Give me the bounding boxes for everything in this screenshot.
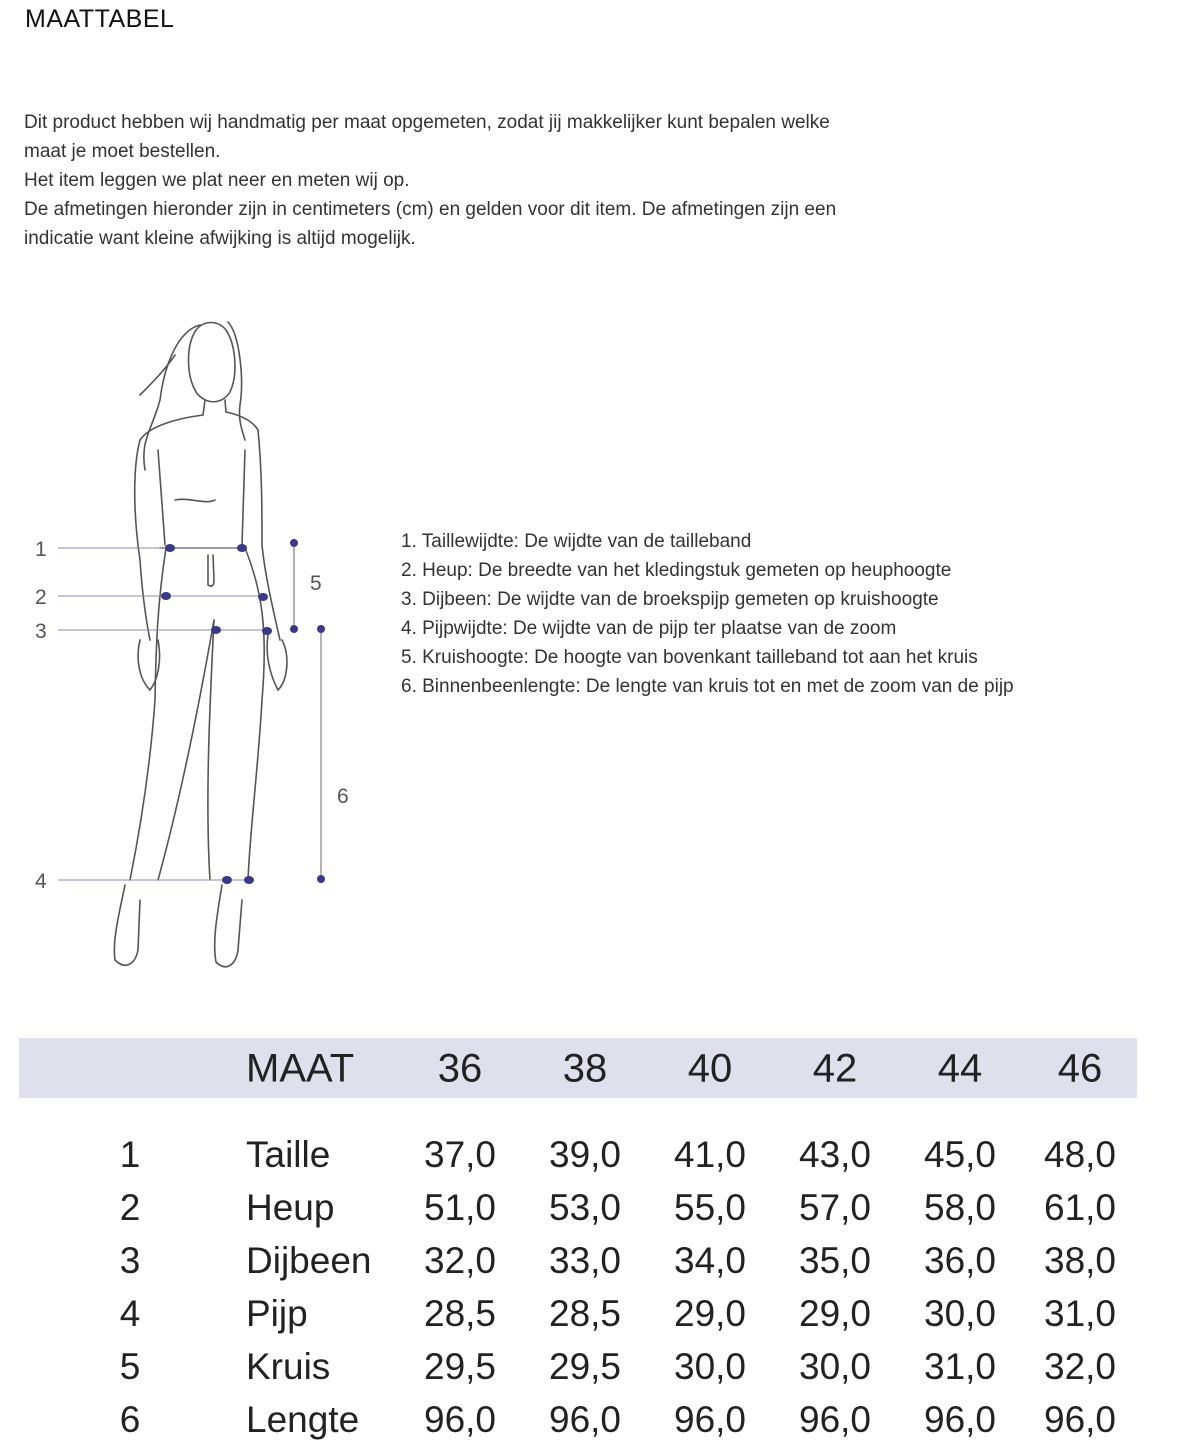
table-cell: 33,0 xyxy=(548,1240,622,1281)
legend-item: 2. Heup: De breedte van het kledingstuk … xyxy=(401,560,952,581)
row-label: Dijbeen xyxy=(246,1240,372,1281)
measurement-lines xyxy=(58,543,322,881)
header-size-38: 38 xyxy=(562,1046,608,1091)
figure-label-6: 6 xyxy=(337,785,349,808)
legend-item: 3. Dijbeen: De wijdte van de broekspijp … xyxy=(401,589,939,610)
table-cell: 36,0 xyxy=(923,1240,997,1281)
table-cell: 96,0 xyxy=(673,1399,747,1440)
row-number: 4 xyxy=(119,1293,141,1334)
size-table-header xyxy=(19,1038,1137,1098)
header-size-42: 42 xyxy=(812,1046,858,1091)
legend-item: 4. Pijpwijdte: De wijdte van de pijp ter… xyxy=(401,618,897,639)
legend-item: 5. Kruishoogte: De hoogte van bovenkant … xyxy=(401,647,978,668)
intro-line: Het item leggen we plat neer en meten wi… xyxy=(24,170,410,191)
table-cell: 31,0 xyxy=(923,1346,997,1387)
header-size-36: 36 xyxy=(437,1046,483,1091)
table-cell: 30,0 xyxy=(923,1293,997,1334)
page-title: MAATTABEL xyxy=(25,5,175,33)
table-cell: 39,0 xyxy=(548,1134,622,1175)
table-cell: 96,0 xyxy=(423,1399,497,1440)
measurement-legend: 1. Taillewijdte: De wijdte van de taille… xyxy=(401,527,1014,701)
row-label: Heup xyxy=(246,1187,335,1228)
row-label: Pijp xyxy=(246,1293,308,1334)
table-cell: 29,5 xyxy=(548,1346,622,1387)
figure-sketch xyxy=(113,321,288,968)
table-cell: 29,0 xyxy=(673,1293,747,1334)
table-cell: 48,0 xyxy=(1043,1134,1117,1175)
row-number: 3 xyxy=(119,1240,141,1281)
header-maat-label: MAAT xyxy=(246,1046,355,1091)
table-cell: 29,0 xyxy=(798,1293,872,1334)
table-cell: 61,0 xyxy=(1043,1187,1117,1228)
table-cell: 96,0 xyxy=(923,1399,997,1440)
table-cell: 55,0 xyxy=(673,1187,747,1228)
table-cell: 34,0 xyxy=(673,1240,747,1281)
table-cell: 53,0 xyxy=(548,1187,622,1228)
row-label: Taille xyxy=(246,1134,331,1175)
table-cell: 96,0 xyxy=(1043,1399,1117,1440)
measurement-dots xyxy=(161,539,325,884)
table-cell: 32,0 xyxy=(1043,1346,1117,1387)
table-cell: 31,0 xyxy=(1043,1293,1117,1334)
measurement-figure: 1 2 3 4 5 6 xyxy=(35,321,349,968)
row-number: 5 xyxy=(119,1346,141,1387)
legend-item: 6. Binnenbeenlengte: De lengte van kruis… xyxy=(401,676,1014,697)
intro-line: Dit product hebben wij handmatig per maa… xyxy=(24,112,830,133)
table-cell: 32,0 xyxy=(423,1240,497,1281)
table-cell: 30,0 xyxy=(673,1346,747,1387)
figure-label-3: 3 xyxy=(35,620,47,643)
table-cell: 41,0 xyxy=(673,1134,747,1175)
intro-text: Dit product hebben wij handmatig per maa… xyxy=(24,108,904,253)
header-size-44: 44 xyxy=(937,1046,983,1091)
intro-line: De afmetingen hieronder zijn in centimet… xyxy=(24,199,837,220)
figure-label-5: 5 xyxy=(310,572,322,595)
table-cell: 57,0 xyxy=(798,1187,872,1228)
table-cell: 58,0 xyxy=(923,1187,997,1228)
table-cell: 28,5 xyxy=(548,1293,622,1334)
table-cell: 35,0 xyxy=(798,1240,872,1281)
row-number: 1 xyxy=(119,1134,141,1175)
legend-item: 1. Taillewijdte: De wijdte van de taille… xyxy=(401,531,752,552)
row-label: Lengte xyxy=(246,1399,360,1440)
figure-label-1: 1 xyxy=(35,538,47,561)
row-number: 2 xyxy=(119,1187,141,1228)
header-size-40: 40 xyxy=(687,1046,733,1091)
figure-label-4: 4 xyxy=(35,870,47,893)
table-cell: 29,5 xyxy=(423,1346,497,1387)
figure-label-2: 2 xyxy=(35,586,47,609)
table-cell: 43,0 xyxy=(798,1134,872,1175)
intro-line: maat je moet bestellen. xyxy=(24,141,221,162)
table-cell: 30,0 xyxy=(798,1346,872,1387)
table-cell: 96,0 xyxy=(548,1399,622,1440)
intro-line: indicatie want kleine afwijking is altij… xyxy=(24,228,416,249)
header-size-46: 46 xyxy=(1057,1046,1103,1091)
table-cell: 37,0 xyxy=(423,1134,497,1175)
table-cell: 96,0 xyxy=(798,1399,872,1440)
table-cell: 38,0 xyxy=(1043,1240,1117,1281)
row-label: Kruis xyxy=(246,1346,331,1387)
table-cell: 28,5 xyxy=(423,1293,497,1334)
table-cell: 51,0 xyxy=(423,1187,497,1228)
row-number: 6 xyxy=(119,1399,141,1440)
table-cell: 45,0 xyxy=(923,1134,997,1175)
